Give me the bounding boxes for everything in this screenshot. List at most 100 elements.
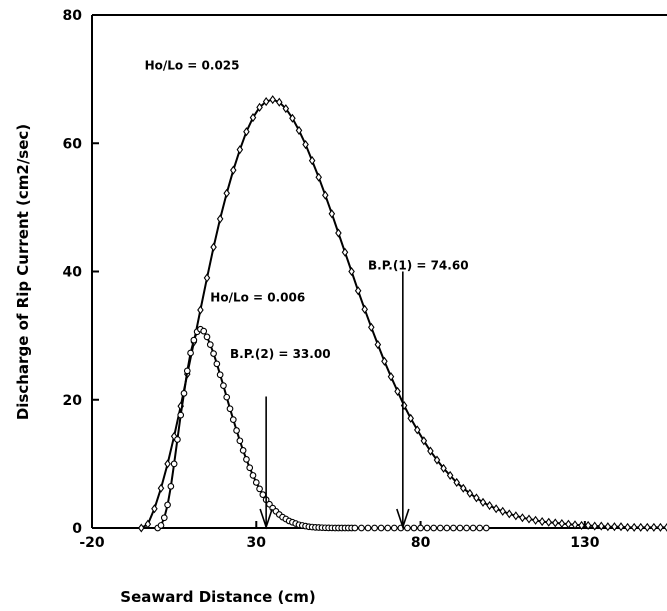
x-tick-label: 30	[247, 535, 267, 551]
data-point	[216, 214, 224, 224]
data-point	[598, 521, 605, 531]
data-point	[157, 522, 165, 529]
data-point	[249, 113, 257, 123]
data-point	[295, 125, 303, 135]
data-point	[322, 190, 329, 200]
data-point	[203, 273, 211, 283]
data-point	[226, 405, 234, 413]
data-point	[443, 524, 451, 532]
data-point	[440, 463, 447, 473]
data-point	[617, 522, 625, 532]
data-point	[151, 504, 158, 514]
data-point	[492, 504, 500, 514]
data-point	[223, 393, 231, 401]
data-point	[538, 517, 546, 527]
x-tick-label: -20	[79, 535, 105, 551]
data-point	[446, 470, 454, 480]
annotation-label: Ho/Lo = 0.025	[145, 59, 240, 73]
data-point	[571, 520, 579, 530]
annotation-layer: Ho/Lo = 0.025 Ho/Lo = 0.006 B.P.(1) = 74.6…	[145, 59, 469, 530]
data-point	[650, 522, 658, 532]
data-point	[558, 518, 566, 529]
data-point	[216, 371, 224, 379]
data-point	[430, 524, 438, 532]
data-point	[243, 456, 250, 463]
data-point	[450, 524, 457, 532]
data-point	[584, 520, 592, 530]
y-axis-title: Discharge of Rip Current (cm2/sec)	[14, 124, 32, 420]
data-point	[578, 520, 585, 530]
series-group	[154, 325, 490, 532]
data-point	[138, 523, 145, 533]
data-point	[203, 333, 211, 341]
data-point	[525, 514, 533, 524]
data-point	[473, 493, 480, 503]
data-point	[611, 522, 618, 532]
data-point	[519, 513, 526, 523]
data-point	[591, 521, 598, 531]
data-point	[210, 350, 217, 357]
series-layer	[138, 95, 667, 533]
annotation-label: Ho/Lo = 0.006	[210, 291, 305, 305]
data-point	[364, 524, 372, 532]
data-point	[506, 509, 513, 519]
data-point	[239, 447, 247, 454]
data-point	[170, 460, 178, 468]
data-point	[315, 172, 322, 182]
data-point	[256, 102, 263, 112]
data-point	[552, 518, 559, 528]
data-point	[390, 524, 398, 532]
data-point	[354, 286, 362, 296]
data-point	[276, 97, 283, 107]
data-point	[213, 360, 221, 368]
y-tick-label: 80	[63, 8, 83, 24]
data-point	[236, 437, 244, 445]
data-point	[469, 524, 477, 532]
data-point	[377, 524, 385, 532]
data-point	[144, 519, 152, 529]
data-point	[183, 367, 191, 375]
data-point	[565, 519, 572, 529]
data-point	[269, 95, 276, 105]
annotation-label: B.P.(1) = 74.60	[368, 259, 469, 273]
data-point	[262, 97, 270, 107]
data-point	[167, 482, 175, 490]
data-point	[394, 386, 401, 396]
series-group	[138, 95, 667, 533]
data-point	[164, 501, 171, 509]
data-point	[358, 524, 365, 532]
annotation-label: B.P.(2) = 33.00	[230, 347, 331, 361]
data-point	[236, 145, 244, 155]
data-point	[348, 266, 355, 277]
data-point	[663, 522, 667, 532]
data-point	[545, 517, 552, 527]
data-point	[223, 188, 230, 198]
data-point	[423, 524, 431, 532]
data-point	[512, 511, 520, 521]
y-tick-label: 40	[63, 265, 83, 281]
data-point	[482, 524, 490, 532]
data-point	[230, 165, 237, 175]
data-point	[532, 515, 539, 525]
data-point	[164, 459, 171, 469]
data-point	[229, 416, 237, 423]
data-point	[630, 522, 638, 532]
data-point	[180, 389, 188, 397]
data-point	[499, 506, 506, 516]
data-point	[624, 522, 631, 532]
data-point	[460, 483, 467, 493]
data-point	[463, 524, 470, 532]
data-point	[410, 524, 418, 532]
data-point	[604, 522, 612, 532]
data-point	[220, 382, 227, 389]
data-point	[187, 349, 194, 357]
y-tick-label: 20	[63, 393, 83, 409]
data-point	[436, 524, 444, 532]
data-point	[637, 522, 644, 532]
data-point	[374, 340, 382, 350]
data-point	[249, 472, 257, 479]
breakpoint-arrow-head	[259, 508, 273, 530]
data-point	[289, 113, 296, 123]
